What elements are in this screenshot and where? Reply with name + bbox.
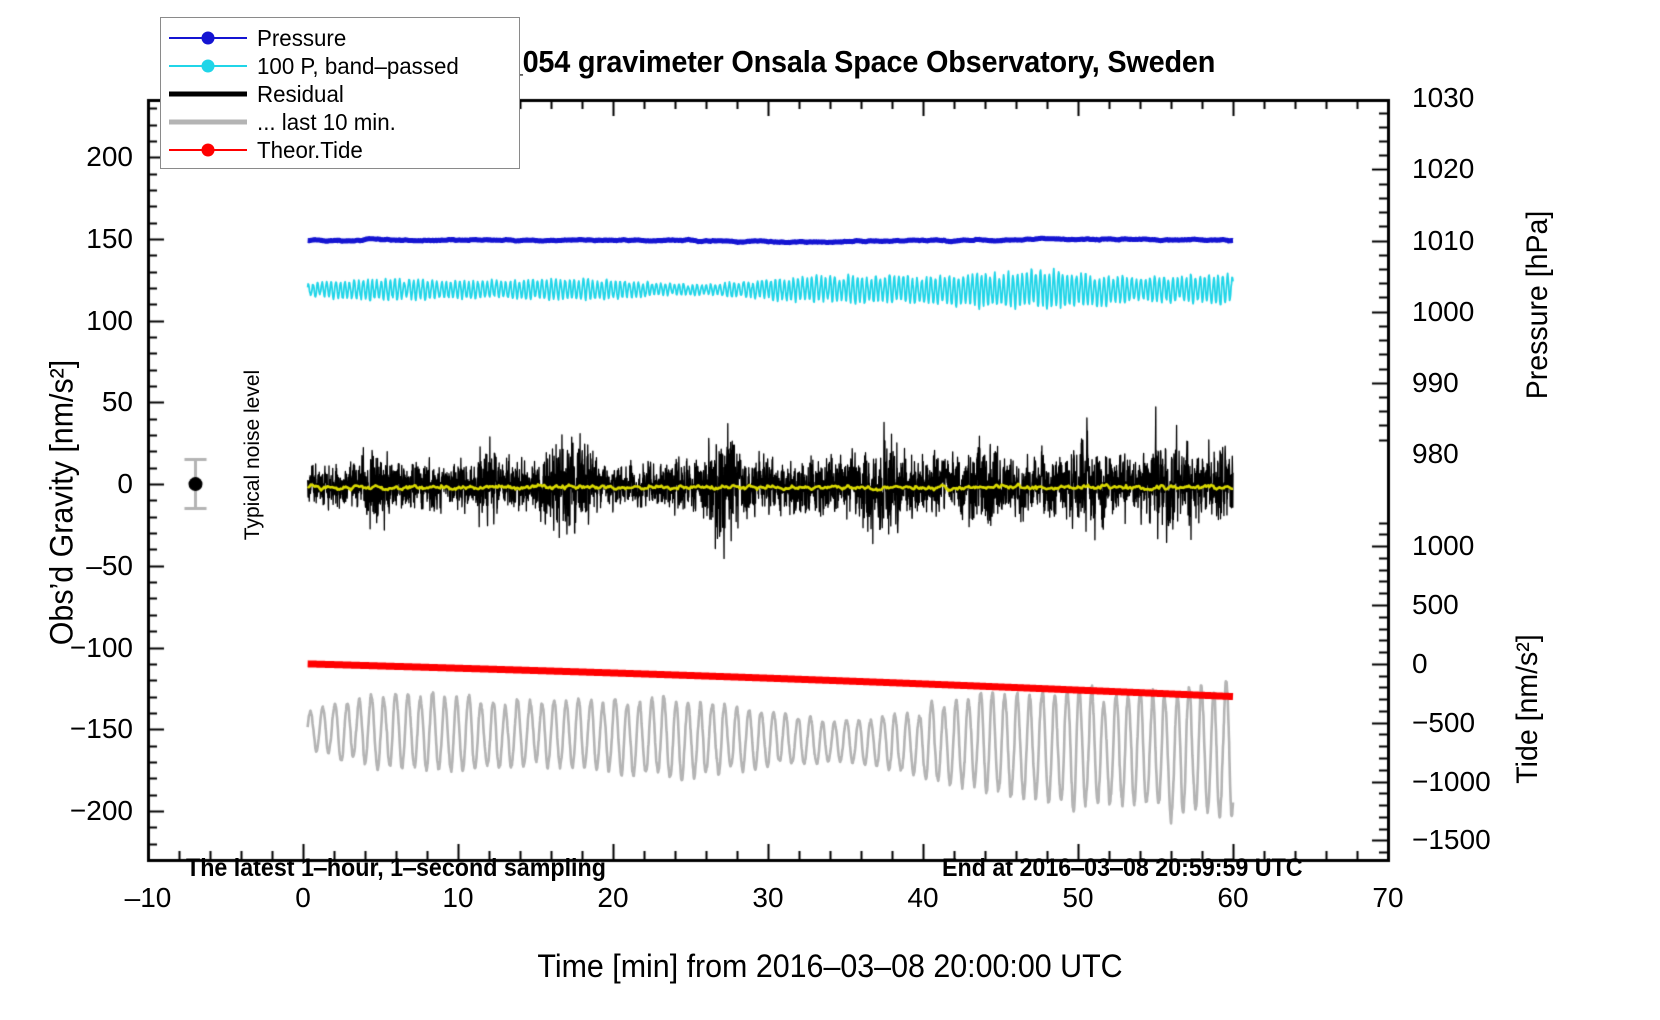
legend-item-label: Theor.Tide xyxy=(257,136,363,163)
x-tick-label: 0 xyxy=(295,882,311,913)
x-tick-label: 50 xyxy=(1062,882,1094,913)
y-tick-label-left: −200 xyxy=(69,794,133,826)
y-tick-label-left: 200 xyxy=(86,141,133,173)
legend-item-label: 100 P, band‒passed xyxy=(257,52,459,79)
y-tick-label-tide: 1000 xyxy=(1412,530,1475,562)
y-tick-label-tide: −1500 xyxy=(1412,824,1491,856)
y-tick-label-left: −150 xyxy=(69,713,133,745)
legend-swatch-icon xyxy=(169,82,247,106)
legend-item: Residual xyxy=(161,80,519,108)
legend-swatch-icon xyxy=(169,54,247,78)
y-tick-label-left: 150 xyxy=(86,222,133,254)
y-tick-label-pressure: 980 xyxy=(1412,437,1459,469)
chart-legend: Pressure 100 P, band‒passed Residual... la… xyxy=(160,17,520,169)
y-tick-label-left: 0 xyxy=(117,468,133,500)
legend-item-label: Residual xyxy=(257,80,344,107)
y-tick-label-tide: −500 xyxy=(1412,706,1476,738)
legend-item: Pressure xyxy=(161,24,519,52)
legend-swatch-icon xyxy=(169,138,247,162)
x-tick-label: 30 xyxy=(752,882,784,913)
legend-item: ... last 10 min. xyxy=(161,108,519,136)
y-tick-label-pressure: 1010 xyxy=(1412,224,1475,256)
y-tick-label-pressure: 1020 xyxy=(1412,153,1475,185)
x-tick-label: 70 xyxy=(1372,882,1404,913)
y-tick-label-left: −100 xyxy=(69,631,133,663)
legend-swatch-icon xyxy=(169,110,247,134)
x-axis-label: Time [min] from 2016‒03‒08 20:00:00 UTC xyxy=(537,948,1123,984)
legend-swatch-icon xyxy=(169,26,247,50)
x-tick-label: ‒10 xyxy=(124,882,172,913)
annotation-end-time: End at 2016‒03‒08 20:59:59 UTC xyxy=(942,854,1303,882)
annotation-latest-sampling: The latest 1‒hour, 1‒second sampling xyxy=(186,854,606,882)
annotation-typical-noise-level: Typical noise level xyxy=(241,369,264,541)
x-tick-label: 10 xyxy=(442,882,474,913)
y-tick-label-pressure: 1030 xyxy=(1412,82,1475,114)
y-tick-label-pressure: 1000 xyxy=(1412,295,1475,327)
y-tick-label-left: 100 xyxy=(86,304,133,336)
x-tick-label: 40 xyxy=(907,882,939,913)
legend-item: 100 P, band‒passed xyxy=(161,52,519,80)
legend-item-label: ... last 10 min. xyxy=(257,108,396,135)
y-tick-label-left: ‒50 xyxy=(86,549,133,581)
x-tick-label: 60 xyxy=(1217,882,1249,913)
legend-item-label: Pressure xyxy=(257,24,347,51)
y-tick-label-tide: −1000 xyxy=(1412,765,1491,797)
x-tick-label: 20 xyxy=(597,882,629,913)
chart-title: SCG_054 gravimeter Onsala Space Observat… xyxy=(444,44,1216,79)
y-tick-label-pressure: 990 xyxy=(1412,366,1459,398)
legend-item: Theor.Tide xyxy=(161,136,519,164)
y-tick-label-left: 50 xyxy=(101,386,133,418)
y-tick-label-tide: 500 xyxy=(1412,589,1459,621)
y-tick-label-tide: 0 xyxy=(1412,647,1428,679)
